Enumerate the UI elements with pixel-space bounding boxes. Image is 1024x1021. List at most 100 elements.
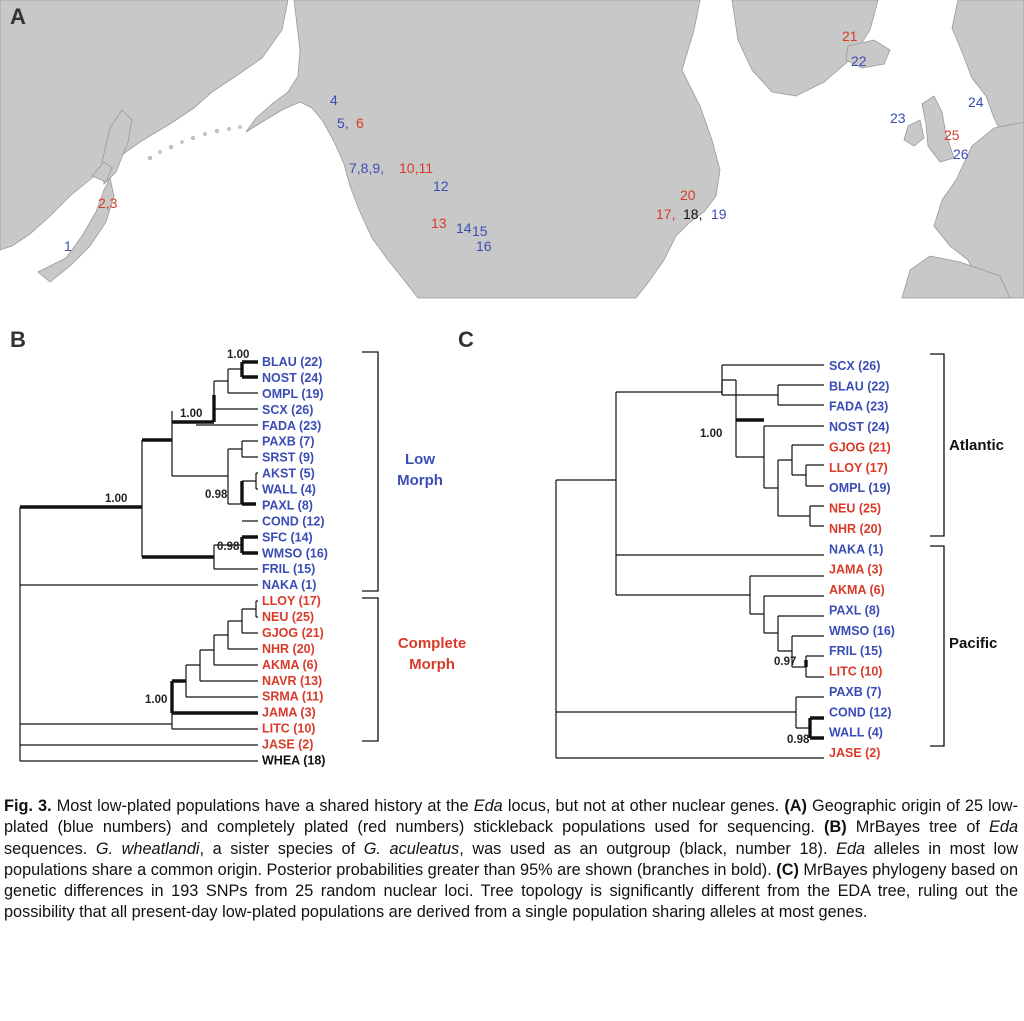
support-value: 1.00	[180, 408, 202, 420]
leaf-label: GJOG (21)	[829, 441, 891, 455]
tree-b-support: 1.00 1.00 1.00 0.98 0.98 1.00	[105, 349, 249, 706]
leaf-label: FRIL (15)	[829, 644, 882, 658]
map-aleutians	[147, 125, 242, 161]
leaf-label: NAKA (1)	[829, 542, 883, 556]
map-label: 23	[890, 110, 906, 126]
support-value: 1.00	[145, 694, 167, 706]
leaf-label: NOST (24)	[262, 371, 322, 385]
map-label: 14	[456, 220, 472, 236]
leaf-label: NEU (25)	[262, 610, 314, 624]
map-label: 12	[433, 178, 449, 194]
caption-eda: Eda	[836, 839, 866, 858]
support-value: 1.00	[105, 493, 127, 505]
panel-b-tree: B	[10, 327, 466, 768]
group-pacific: Pacific	[949, 635, 997, 652]
caption-species: G. aculeatus	[363, 839, 460, 858]
map-label: 6	[356, 115, 364, 131]
map-label: 18,	[683, 206, 702, 222]
group-low-morph-line2: Morph	[397, 472, 443, 489]
map-label: 4	[330, 92, 338, 108]
group-complete-morph-line2: Morph	[409, 656, 455, 673]
leaf-label: NAKA (1)	[262, 578, 316, 592]
map-label: 21	[842, 28, 858, 44]
support-value: 0.98	[217, 541, 240, 553]
leaf-label: COND (12)	[262, 514, 325, 528]
leaf-label: LITC (10)	[262, 722, 315, 736]
map-label: 5,	[337, 115, 349, 131]
leaf-label: OMPL (19)	[829, 481, 891, 495]
map-label: 25	[944, 127, 960, 143]
support-value: 1.00	[700, 428, 722, 440]
map-label: 15	[472, 223, 488, 239]
tree-b-leaves: BLAU (22) NOST (24) OMPL (19) SCX (26) FADA …	[262, 355, 328, 768]
leaf-label: NEU (25)	[829, 502, 881, 516]
group-low-morph: Low	[405, 451, 435, 468]
leaf-label: BLAU (22)	[262, 355, 322, 369]
map-label: 22	[851, 53, 867, 69]
caption-text: , was used as an outgroup (black, number…	[459, 839, 837, 858]
leaf-label: COND (12)	[829, 705, 892, 719]
leaf-label: SRST (9)	[262, 451, 314, 465]
leaf-label: SCX (26)	[829, 359, 880, 373]
tree-c-branches	[555, 364, 824, 759]
leaf-label: GJOG (21)	[262, 626, 324, 640]
leaf-label: AKMA (6)	[262, 658, 318, 672]
group-complete-morph: Complete	[398, 635, 466, 652]
leaf-label: PAXL (8)	[829, 603, 880, 617]
leaf-label: WHEA (18)	[262, 754, 325, 768]
map-land	[0, 0, 1024, 299]
caption-text: Most low-plated populations have a share…	[51, 797, 474, 815]
support-value: 0.98	[787, 734, 810, 746]
leaf-label: WALL (4)	[262, 483, 316, 497]
leaf-label: JASE (2)	[262, 738, 313, 752]
caption-panel-a: (A)	[784, 797, 807, 815]
caption-eda: Eda	[473, 797, 503, 815]
leaf-label: SFC (14)	[262, 530, 313, 544]
caption-panel-c: (C)	[776, 860, 799, 879]
support-value: 0.97	[774, 656, 796, 668]
support-value: 0.98	[205, 489, 228, 501]
caption-text: Geographic origin of 25 low-plated (blue…	[4, 797, 1018, 837]
caption-text: locus, but not at other nuclear genes.	[502, 797, 785, 815]
map-label: 20	[680, 187, 696, 203]
map-label: 24	[968, 94, 984, 110]
caption-text: , a sister species of	[199, 839, 364, 858]
leaf-label: NAVR (13)	[262, 674, 322, 688]
map-label: 16	[476, 238, 492, 254]
leaf-label: FRIL (15)	[262, 562, 315, 576]
leaf-label: LLOY (17)	[829, 461, 888, 475]
leaf-label: WMSO (16)	[262, 546, 328, 560]
caption-eda: Eda	[989, 818, 1019, 837]
map-label: 10,11	[399, 160, 433, 176]
group-atlantic: Atlantic	[949, 437, 1004, 454]
leaf-label: WALL (4)	[829, 726, 883, 740]
leaf-label: NHR (20)	[262, 642, 315, 656]
support-value: 1.00	[227, 349, 249, 361]
tree-c-support: 1.00 0.97 0.98	[700, 428, 810, 746]
map-label: 19	[711, 206, 727, 222]
tree-b-brackets	[362, 351, 379, 742]
map-label: 26	[953, 146, 969, 162]
leaf-label: NOST (24)	[829, 420, 889, 434]
leaf-label: PAXB (7)	[262, 435, 315, 449]
leaf-label: BLAU (22)	[829, 379, 889, 393]
map-label: 17,	[656, 206, 675, 222]
caption-text: alleles in most low populations share a …	[4, 839, 1018, 879]
map-label: 2,3	[98, 195, 118, 211]
caption-fig-label: Fig. 3.	[4, 797, 52, 815]
map-labels: 1 2,3 4 5, 6 7,8,9, 10,11 12 13 14 15 16…	[64, 28, 984, 254]
panel-a-map: A 1 2,3 4 5, 6 7,8,9, 10,11 12 13 14 15 …	[0, 0, 1024, 299]
map-label: 1	[64, 238, 72, 254]
tree-b-branches	[19, 360, 258, 762]
map-label: 7,8,9,	[349, 160, 384, 176]
leaf-label: FADA (23)	[829, 400, 888, 414]
panel-c-tree: C	[458, 327, 1004, 760]
leaf-label: LITC (10)	[829, 665, 882, 679]
leaf-label: NHR (20)	[829, 522, 882, 536]
map-label: 13	[431, 215, 447, 231]
panel-b-letter: B	[10, 327, 26, 352]
leaf-label: AKMA (6)	[829, 583, 885, 597]
leaf-label: OMPL (19)	[262, 387, 324, 401]
tree-c-leaves: SCX (26) BLAU (22) FADA (23) NOST (24) GJOG …	[829, 359, 895, 760]
leaf-label: SCX (26)	[262, 403, 313, 417]
